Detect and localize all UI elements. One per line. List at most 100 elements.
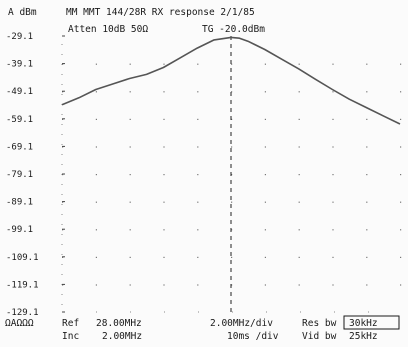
grid-dot (298, 118, 300, 120)
grid-dot (298, 174, 300, 176)
y-tick-label: -79.1 (6, 170, 33, 180)
grid-dot (62, 118, 64, 120)
grid-dot (332, 63, 334, 65)
marker-icons: ΩAΩΩΩ (5, 318, 34, 329)
plot-area (61, 36, 402, 313)
grid-dot (264, 118, 266, 120)
grid-dot (366, 63, 368, 65)
grid-dot (400, 256, 402, 258)
grid-dot (400, 174, 402, 176)
grid-dot (332, 174, 334, 176)
time-per-div: 10ms /div (227, 331, 279, 342)
vid-bw-label: Vid bw (302, 331, 337, 342)
grid-dot (197, 174, 199, 176)
res-bw-value: 30kHz (349, 318, 378, 329)
grid-dot (332, 91, 334, 93)
y-tick-label: -39.1 (6, 60, 33, 70)
res-bw-box (343, 315, 400, 330)
grid-dot (366, 146, 368, 148)
grid-dot (332, 201, 334, 203)
y-tick-label: -69.1 (6, 142, 33, 152)
grid-dot (95, 284, 97, 286)
grid-dot (163, 146, 165, 148)
y-tick-label: -129.1 (6, 308, 39, 318)
grid-dot (62, 284, 64, 286)
grid-dot (197, 91, 199, 93)
grid-dot (62, 229, 64, 231)
grid-dot (163, 63, 165, 65)
grid-dot (197, 229, 199, 231)
grid-dot (264, 146, 266, 148)
grid-dot (129, 118, 131, 120)
grid-dot (95, 146, 97, 148)
grid-dot (264, 174, 266, 176)
grid-dot (400, 118, 402, 120)
y-tick-label: -89.1 (6, 198, 33, 208)
grid-dot (129, 146, 131, 148)
grid-dot (366, 174, 368, 176)
grid-dot (129, 284, 131, 286)
grid-dot (298, 284, 300, 286)
grid-dot (197, 63, 199, 65)
ref-label: Ref (62, 318, 79, 329)
grid-dot (95, 256, 97, 258)
grid-dot (366, 201, 368, 203)
grid-dot (62, 174, 64, 176)
grid-dot (264, 63, 266, 65)
grid-dot (163, 91, 165, 93)
grid-dot (95, 91, 97, 93)
grid-dot (163, 229, 165, 231)
grid-dot (264, 256, 266, 258)
grid-dot (332, 229, 334, 231)
grid-dot (366, 91, 368, 93)
grid-dot (298, 146, 300, 148)
inc-label: Inc (62, 331, 79, 342)
grid-dot (163, 201, 165, 203)
grid-dot (366, 229, 368, 231)
grid-dot (197, 256, 199, 258)
ref-unit-label: A dBm (8, 7, 37, 18)
res-bw-label: Res bw (302, 318, 337, 329)
grid-dot (231, 146, 233, 148)
grid-dot (129, 174, 131, 176)
response-trace (61, 36, 401, 125)
grid-dot (95, 118, 97, 120)
grid-dot (197, 201, 199, 203)
grid-dot (129, 63, 131, 65)
y-tick-label: -99.1 (6, 225, 33, 235)
grid-dot (400, 146, 402, 148)
y-tick-label: -109.1 (6, 253, 39, 263)
y-tick-label: -29.1 (6, 32, 33, 42)
grid-dot (62, 256, 64, 258)
grid-dot (264, 284, 266, 286)
y-tick-label: -49.1 (6, 87, 33, 97)
freq-per-div: 2.00MHz/div (210, 318, 273, 329)
grid-dot (400, 63, 402, 65)
y-axis: -29.1 -39.1 -49.1 -59.1 -69.1 -79.1 -89.1 -99.1… (6, 32, 65, 318)
grid-dot (400, 229, 402, 231)
grid-dot (95, 229, 97, 231)
grid-dot (264, 201, 266, 203)
tg-level-label: TG -20.0dBm (202, 24, 265, 35)
vid-bw-value: 25kHz (349, 331, 378, 342)
grid-dot (332, 256, 334, 258)
grid-dot (264, 91, 266, 93)
grid-dot (366, 256, 368, 258)
grid-dot (231, 91, 233, 93)
grid-dot (400, 284, 402, 286)
grid-dot (400, 201, 402, 203)
inc-value: 2.00MHz (102, 331, 142, 342)
grid-dot (163, 174, 165, 176)
grid-dot (298, 256, 300, 258)
grid-dot (95, 201, 97, 203)
grid-dot (95, 63, 97, 65)
grid-dot (129, 201, 131, 203)
grid-dot (231, 63, 233, 65)
grid-dot (129, 256, 131, 258)
grid-dot (231, 118, 233, 120)
grid-dot (264, 229, 266, 231)
grid-dot (95, 174, 97, 176)
grid-dot (231, 284, 233, 286)
